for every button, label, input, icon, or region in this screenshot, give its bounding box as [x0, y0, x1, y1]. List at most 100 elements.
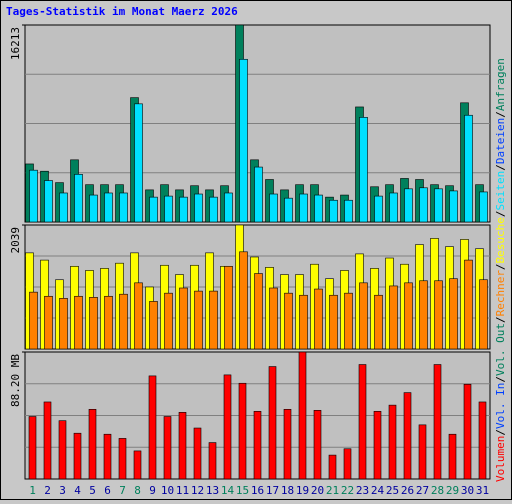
- bar: [284, 197, 293, 223]
- legend-item: Vol. Out: [494, 323, 507, 376]
- legend-separator: /: [494, 376, 507, 383]
- bar: [329, 294, 338, 350]
- bar: [404, 188, 413, 223]
- bar: [134, 103, 143, 223]
- x-tick-label: 13: [206, 484, 219, 497]
- bar: [268, 366, 277, 480]
- bar: [269, 287, 278, 350]
- bar: [479, 279, 488, 350]
- x-tick-label: 3: [59, 484, 66, 497]
- bar: [359, 117, 368, 223]
- bar: [313, 410, 322, 480]
- x-tick-label: 7: [119, 484, 126, 497]
- bar: [193, 427, 202, 480]
- bar: [44, 295, 53, 350]
- bar: [298, 351, 307, 480]
- x-tick-label: 8: [134, 484, 141, 497]
- bar: [299, 193, 308, 223]
- bar: [389, 192, 398, 223]
- bar: [58, 420, 67, 480]
- legend-item: Seiten: [494, 171, 507, 211]
- x-tick-label: 15: [236, 484, 249, 497]
- bar: [209, 290, 218, 350]
- bar: [59, 298, 68, 350]
- legend-separator: /: [494, 210, 507, 217]
- bar: [164, 195, 173, 223]
- x-tick-label: 31: [476, 484, 489, 497]
- bar: [89, 297, 98, 350]
- bar: [163, 416, 172, 480]
- legend-separator: /: [494, 164, 507, 171]
- bar: [239, 58, 248, 223]
- bar: [59, 192, 68, 223]
- x-tick-label: 20: [311, 484, 324, 497]
- bar: [314, 194, 323, 223]
- x-tick-label: 29: [446, 484, 459, 497]
- bar: [404, 282, 413, 350]
- x-tick-label: 6: [104, 484, 111, 497]
- legend-separator: /: [494, 429, 507, 436]
- x-tick-label: 16: [251, 484, 264, 497]
- bar: [329, 199, 338, 223]
- y-tick-label: 16213: [9, 27, 22, 60]
- bar: [74, 174, 83, 223]
- x-tick-label: 28: [431, 484, 444, 497]
- bar: [433, 364, 442, 480]
- bar: [403, 392, 412, 480]
- bar: [178, 412, 187, 480]
- bar: [344, 199, 353, 223]
- bar: [43, 401, 52, 480]
- bar: [209, 196, 218, 223]
- bar: [164, 292, 173, 350]
- bar: [44, 180, 53, 223]
- bar: [224, 265, 233, 350]
- x-tick-label: 21: [326, 484, 339, 497]
- x-tick-label: 12: [191, 484, 204, 497]
- bar: [103, 433, 112, 480]
- bar: [358, 364, 367, 480]
- bar: [448, 433, 457, 480]
- bar: [464, 259, 473, 350]
- x-tick-label: 24: [371, 484, 385, 497]
- bar: [194, 193, 203, 223]
- bar: [359, 282, 368, 350]
- legend-item: Rechner: [494, 270, 507, 317]
- bar: [224, 192, 233, 223]
- bar: [449, 278, 458, 350]
- bar: [479, 191, 488, 223]
- x-tick-label: 1: [29, 484, 36, 497]
- x-tick-label: 22: [341, 484, 354, 497]
- bar: [238, 382, 247, 480]
- x-tick-label: 30: [461, 484, 474, 497]
- bar: [223, 374, 232, 480]
- bar: [118, 438, 127, 480]
- x-tick-label: 14: [221, 484, 235, 497]
- bar: [343, 448, 352, 480]
- bar: [239, 251, 248, 350]
- x-tick-label: 9: [149, 484, 156, 497]
- x-tick-label: 4: [74, 484, 81, 497]
- bar: [29, 291, 38, 350]
- bar: [328, 454, 337, 480]
- x-tick-label: 5: [89, 484, 96, 497]
- x-tick-label: 2: [44, 484, 51, 497]
- chart-title: Tages-Statistik im Monat Maerz 2026: [6, 5, 238, 18]
- bar: [74, 295, 83, 350]
- bar: [464, 114, 473, 223]
- bar: [463, 383, 472, 480]
- bar: [269, 193, 278, 223]
- bar: [119, 192, 128, 223]
- bar: [104, 295, 113, 350]
- bar: [434, 188, 443, 223]
- legend: Volumen/Vol. In/Vol. Out/Rechner/Besuche…: [494, 58, 507, 482]
- legend-item: Anfragen: [494, 58, 507, 111]
- bar: [89, 194, 98, 223]
- x-tick-label: 25: [386, 484, 399, 497]
- bar: [253, 411, 262, 480]
- x-tick-label: 17: [266, 484, 279, 497]
- bar: [254, 166, 263, 223]
- bar: [419, 280, 428, 350]
- bar: [374, 195, 383, 223]
- bar: [314, 288, 323, 350]
- legend-item: Volumen: [494, 436, 507, 482]
